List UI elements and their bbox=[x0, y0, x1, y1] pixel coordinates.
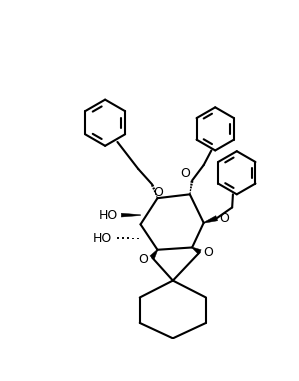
Polygon shape bbox=[192, 247, 201, 255]
Text: HO: HO bbox=[93, 232, 112, 245]
Polygon shape bbox=[121, 213, 141, 217]
Text: O: O bbox=[219, 213, 229, 226]
Text: O: O bbox=[204, 246, 213, 259]
Polygon shape bbox=[204, 216, 218, 223]
Text: O: O bbox=[154, 186, 164, 199]
Text: O: O bbox=[138, 253, 148, 266]
Text: O: O bbox=[181, 167, 190, 180]
Text: HO: HO bbox=[99, 209, 118, 222]
Polygon shape bbox=[150, 250, 158, 259]
